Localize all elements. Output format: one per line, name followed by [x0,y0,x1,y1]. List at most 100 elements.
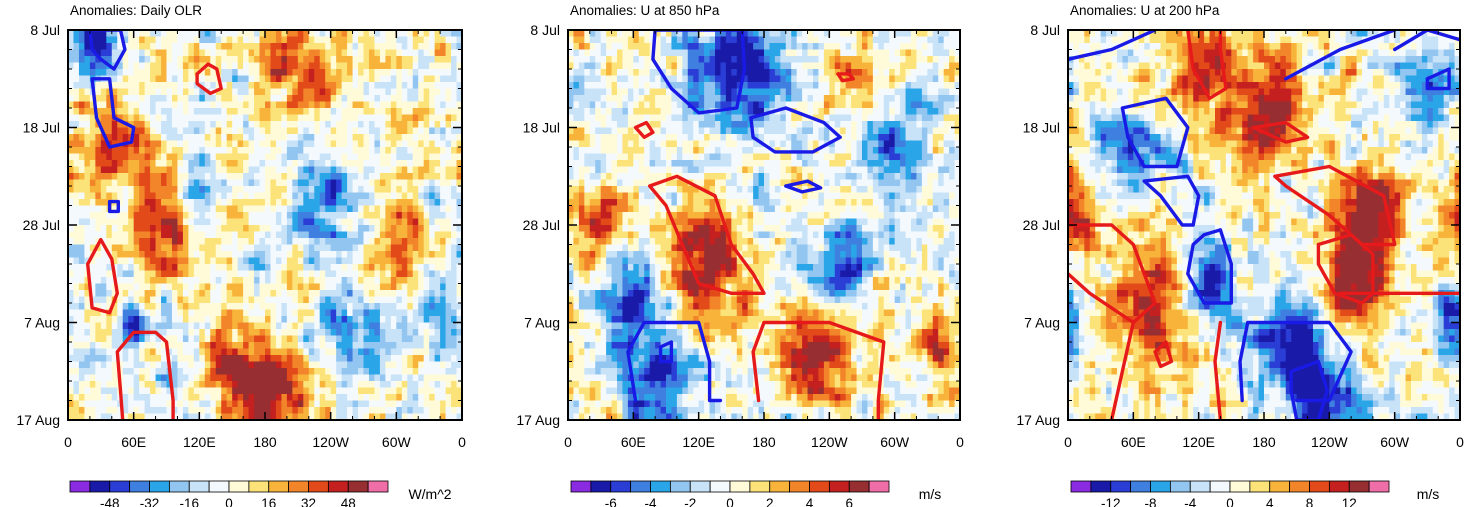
heatmap-cell [445,95,452,103]
heatmap-cell [434,160,441,168]
heatmap-cell [911,49,918,57]
heatmap-cell [319,179,326,187]
heatmap-cell [226,407,233,415]
heatmap-cell [182,30,189,38]
heatmap-cell [434,283,441,291]
heatmap-cell [139,407,146,415]
heatmap-cell [347,56,354,64]
heatmap-cell [303,43,310,51]
heatmap-cell [687,36,694,44]
heatmap-cell [319,173,326,181]
heatmap-cell [445,114,452,122]
heatmap-cell [221,394,228,402]
heatmap-cell [237,166,244,174]
heatmap-cell [226,30,233,38]
heatmap-cell [308,400,315,408]
heatmap-cell [226,49,233,57]
heatmap-cell [314,400,321,408]
heatmap-cell [682,62,689,70]
heatmap-cell [68,127,75,135]
heatmap-cell [275,283,283,291]
heatmap-cell [451,160,458,168]
heatmap-cell [161,114,168,122]
heatmap-cell [133,316,140,324]
heatmap-cell [117,49,124,57]
heatmap-cell [68,270,75,278]
heatmap-cell [440,309,447,317]
heatmap-cell [451,335,458,343]
heatmap-cell [385,121,392,129]
heatmap-cell [237,374,244,382]
heatmap-cell [182,218,189,226]
heatmap-cell [412,69,419,77]
heatmap-cell [325,290,332,298]
heatmap-cell [270,355,277,363]
heatmap-cell [78,166,86,174]
heatmap-cell [818,69,825,77]
heatmap-cell [193,413,200,420]
heatmap-cell [314,147,321,155]
heatmap-cell [412,160,419,168]
heatmap-cell [709,49,716,57]
heatmap-cell [204,270,211,278]
heatmap-cell [286,95,293,103]
heatmap-cell [840,56,847,64]
heatmap-cell [139,277,146,285]
heatmap-cell [182,238,189,246]
heatmap-cell [177,140,184,148]
heatmap-cell [292,244,299,252]
heatmap-cell [122,160,129,168]
heatmap-cell [139,43,146,51]
heatmap-cell [341,231,348,239]
heatmap-cell [89,290,96,298]
heatmap-cell [297,134,304,142]
heatmap-cell [314,56,321,64]
heatmap-cell [573,30,580,38]
heatmap-cell [303,316,310,324]
heatmap-cell [84,95,91,103]
heatmap-cell [100,36,107,44]
heatmap-cell [193,283,200,291]
heatmap-cell [254,179,261,187]
heatmap-cell [396,335,403,343]
heatmap-cell [407,335,414,343]
heatmap-cell [237,140,244,148]
heatmap-cell [73,127,80,135]
heatmap-cell [358,56,365,64]
heatmap-cell [237,30,244,38]
heatmap-cell [308,75,315,83]
heatmap-cell [429,212,436,220]
heatmap-cell [226,394,233,402]
heatmap-cell [254,264,261,272]
heatmap-cell [314,277,321,285]
heatmap-cell [303,381,310,389]
heatmap-cell [221,127,228,135]
heatmap-cell [649,75,656,83]
heatmap-cell [100,303,107,311]
heatmap-cell [275,407,283,415]
heatmap-cell [100,218,107,226]
heatmap-cell [883,49,890,57]
heatmap-cell [177,400,184,408]
heatmap-cell [84,387,91,395]
heatmap-cell [379,212,386,220]
heatmap-cell [336,140,343,148]
heatmap-cell [193,335,200,343]
heatmap-cell [358,36,365,44]
heatmap-cell [308,62,315,70]
heatmap-cell [308,277,315,285]
heatmap-cell [111,101,118,109]
heatmap-cell [336,329,343,337]
heatmap-cell [407,400,414,408]
heatmap-cell [347,134,354,142]
heatmap-cell [265,62,272,70]
heatmap-cell [927,56,934,64]
heatmap-cell [851,36,858,44]
heatmap-cell [210,400,217,408]
heatmap-cell [456,342,462,350]
heatmap-cell [856,30,863,38]
heatmap-cell [418,394,425,402]
heatmap-cell [226,309,233,317]
heatmap-cell [297,296,304,304]
heatmap-cell [401,244,408,252]
